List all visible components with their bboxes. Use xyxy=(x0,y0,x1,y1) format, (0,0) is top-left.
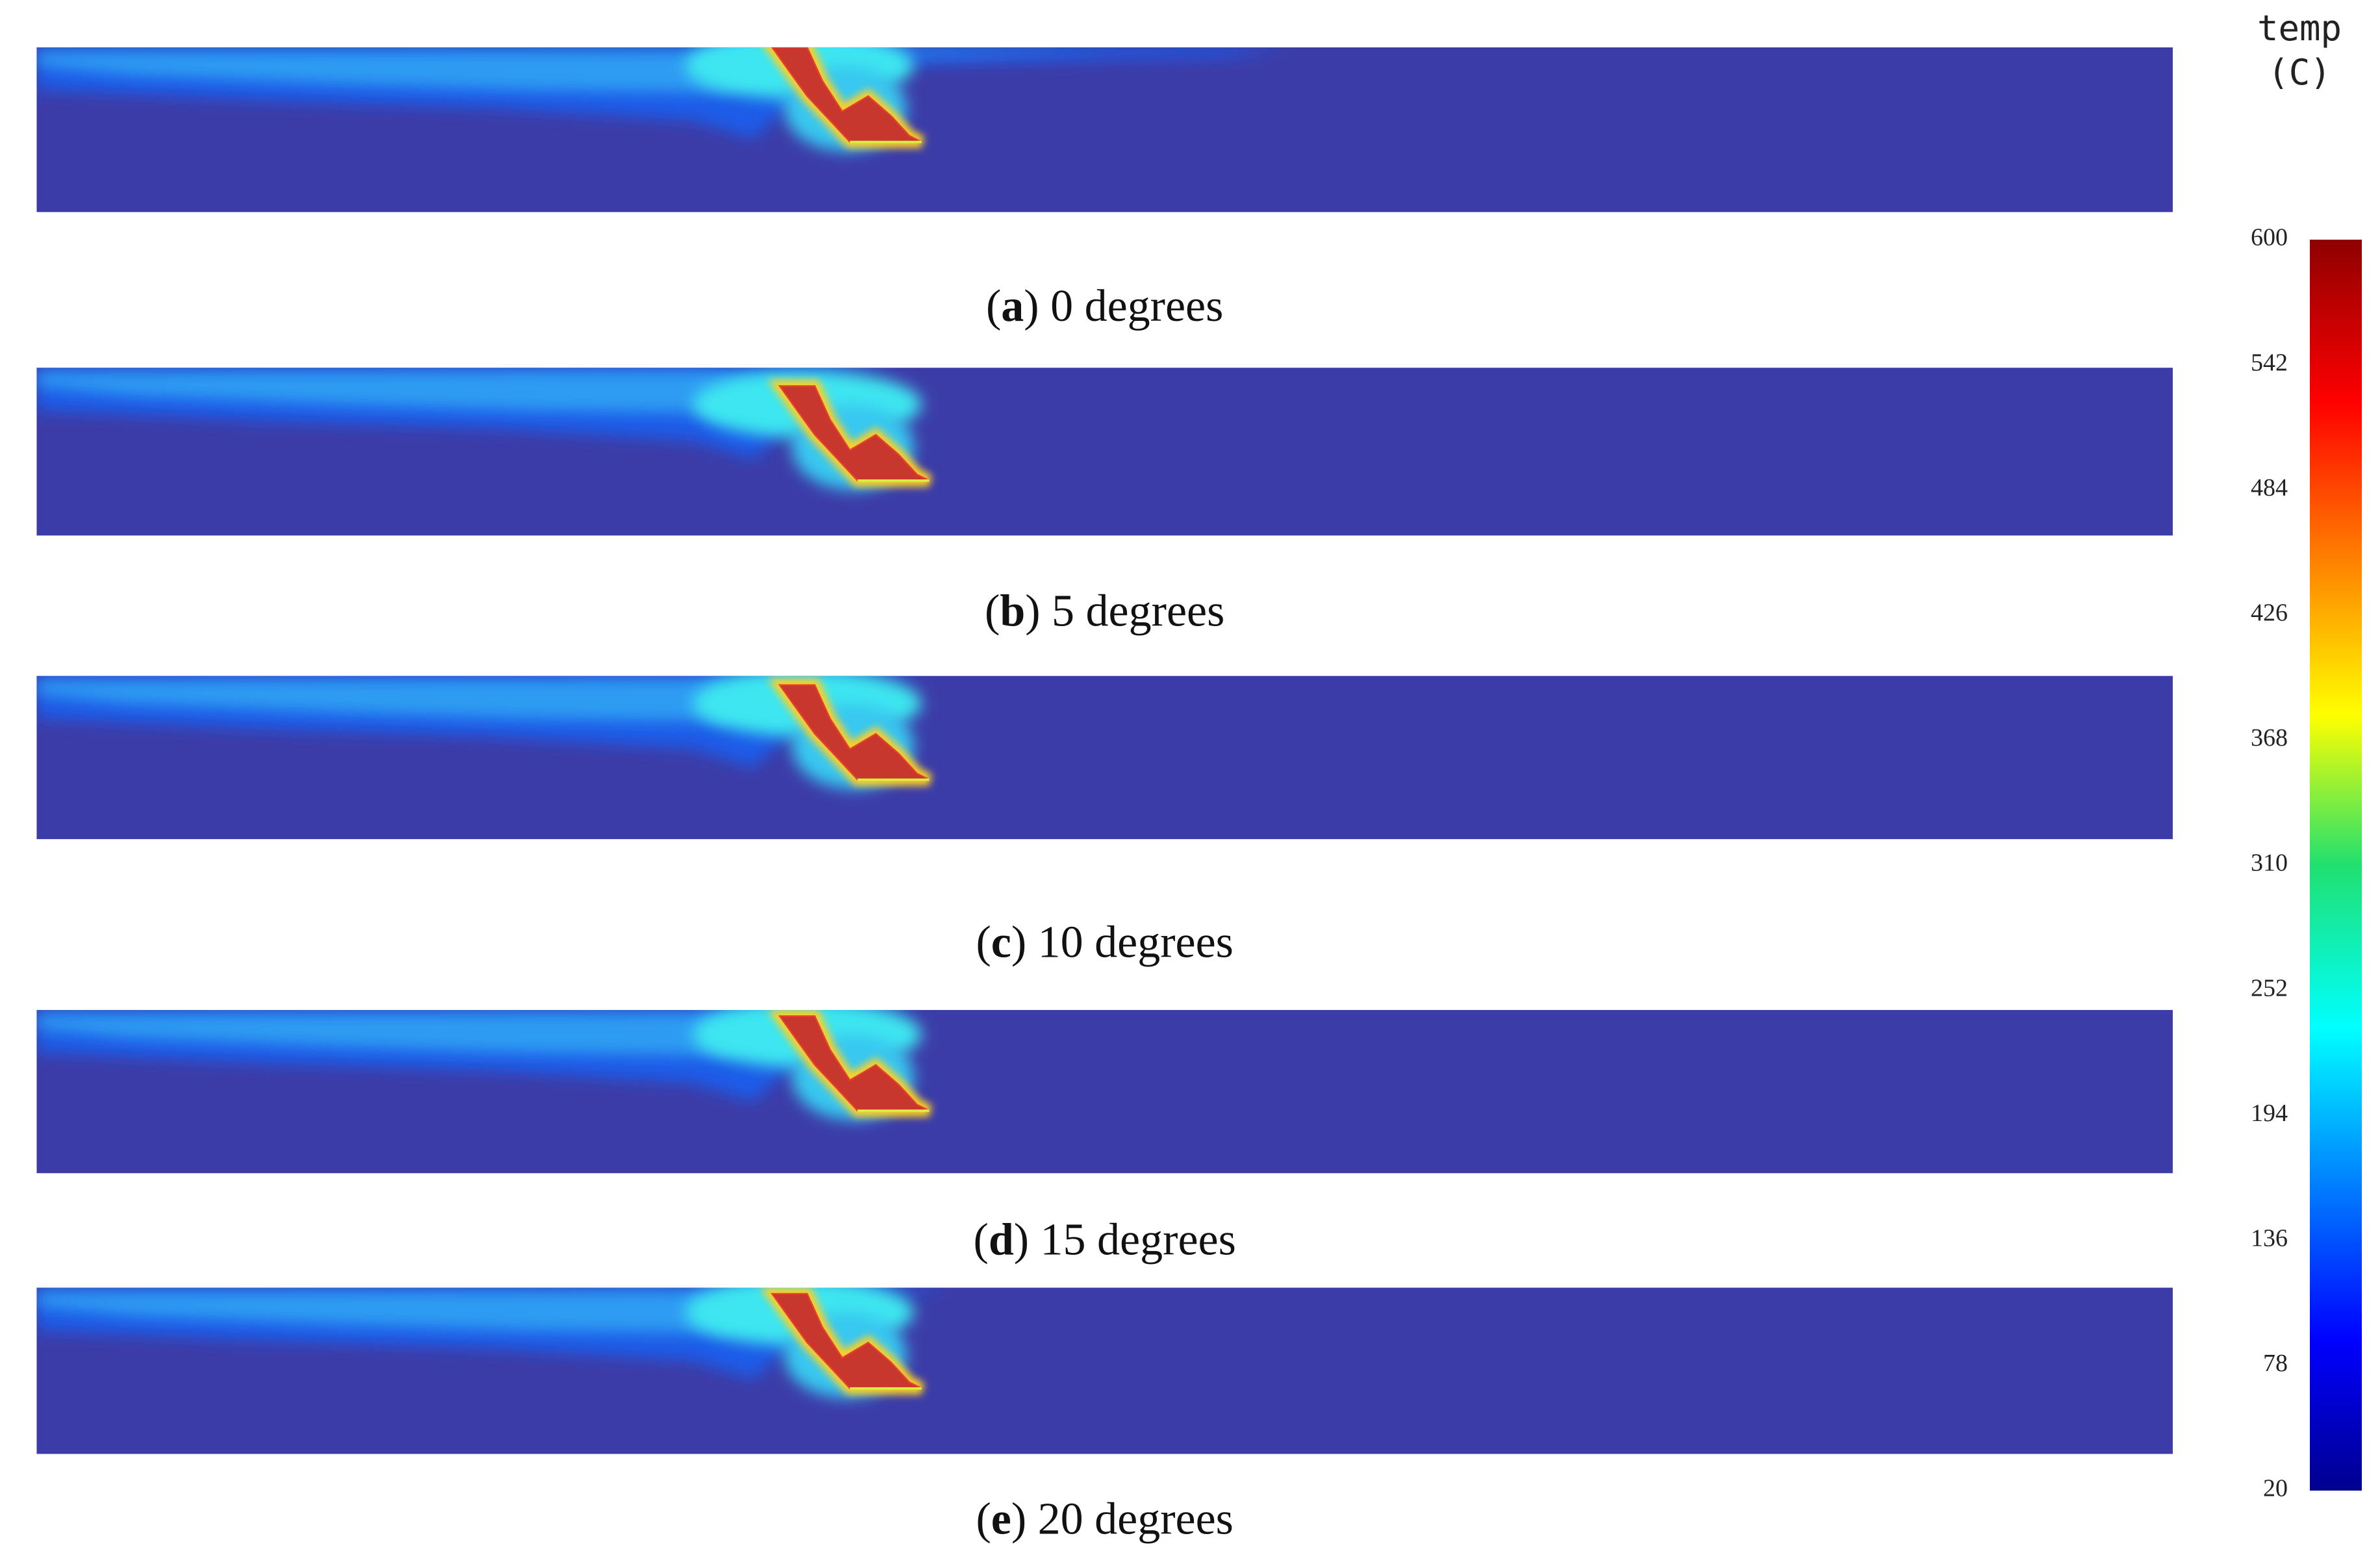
colorbar-unit: (C) xyxy=(2268,52,2331,93)
colorbar-title: temp xyxy=(2257,8,2342,49)
heat-panel xyxy=(36,1010,2173,1174)
colorbar-tick-label: 20 xyxy=(2263,1475,2288,1502)
caption-part: e xyxy=(991,1494,1011,1544)
panel-caption: (e) 20 degrees xyxy=(976,1494,1233,1544)
caption-part: c xyxy=(991,917,1011,967)
caption-part: ( xyxy=(985,586,1000,637)
panel-caption: (b) 5 degrees xyxy=(985,586,1224,637)
heat-panel xyxy=(36,47,2173,212)
colorbar xyxy=(2310,240,2362,1491)
colorbar-tick-label: 136 xyxy=(2251,1225,2288,1252)
colorbar-tick-label: 78 xyxy=(2263,1350,2288,1377)
caption-part: ) 15 degrees xyxy=(1014,1215,1236,1265)
panel-caption: (a) 0 degrees xyxy=(986,281,1223,331)
colorbar-tick-label: 426 xyxy=(2251,599,2288,627)
caption-part: ) 10 degrees xyxy=(1011,917,1234,967)
heat-panel xyxy=(36,1287,2173,1454)
caption-part: ) 20 degrees xyxy=(1011,1494,1234,1544)
colorbar-tick-label: 252 xyxy=(2251,974,2288,1002)
caption-part: ) 5 degrees xyxy=(1025,586,1224,637)
colorbar-tick-label: 484 xyxy=(2251,474,2288,501)
colorbar-tick-label: 542 xyxy=(2251,349,2288,376)
colorbar-tick-label: 368 xyxy=(2251,724,2288,751)
caption-part: a xyxy=(1001,281,1024,331)
caption-part: b xyxy=(1000,586,1025,637)
caption-part: ( xyxy=(976,1494,991,1544)
caption-part: ( xyxy=(986,281,1001,331)
caption-part: ) 0 degrees xyxy=(1024,281,1223,331)
colorbar-tick-label: 310 xyxy=(2251,850,2288,877)
caption-part: ( xyxy=(976,917,991,967)
panel-caption: (c) 10 degrees xyxy=(976,917,1233,967)
heat-panel xyxy=(36,675,2173,839)
colorbar-tick-label: 194 xyxy=(2251,1100,2288,1127)
colorbar-tick-label: 600 xyxy=(2251,224,2288,251)
caption-part: ( xyxy=(974,1215,989,1265)
heat-panel xyxy=(36,368,2173,536)
caption-part: d xyxy=(989,1215,1014,1265)
panel-caption: (d) 15 degrees xyxy=(974,1215,1236,1265)
